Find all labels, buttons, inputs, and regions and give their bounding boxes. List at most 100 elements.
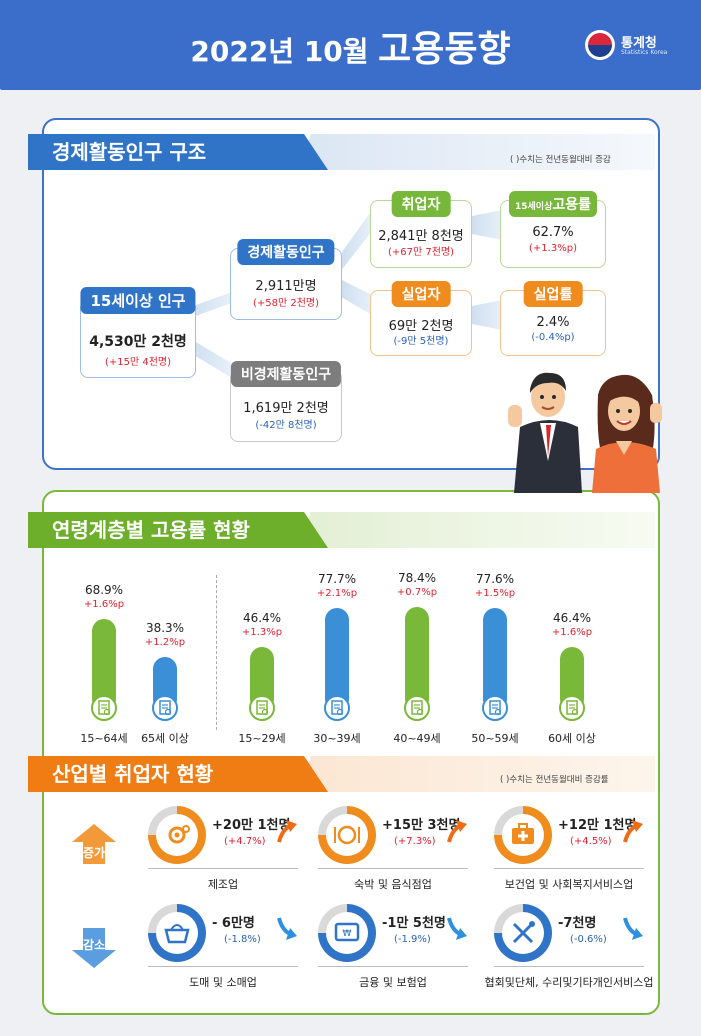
decrease-arrow: 감소 — [72, 928, 116, 968]
unemp-rate-change: (-0.4%p) — [531, 332, 575, 343]
logo-name: 통계청 — [621, 36, 657, 51]
document-icon — [152, 695, 178, 721]
industry-name: 도매 및 소매업 — [189, 976, 257, 989]
non-active-value: 1,619만 2천명 — [243, 401, 329, 416]
section1-note: ( )수치는 전년동월대비 증감 — [510, 155, 611, 165]
up-arrow-icon — [72, 824, 116, 864]
age-category-label: 50~59세 — [471, 732, 519, 745]
trend-down-icon — [276, 916, 298, 946]
bar-value-label: 46.4% — [242, 611, 282, 625]
industry-change: (+4.7%) — [224, 836, 266, 847]
age-category-label: 30~39세 — [313, 732, 361, 745]
atm-icon: ₩ — [334, 922, 360, 942]
industry-divider — [318, 868, 468, 869]
bar-change-label: +1.6%p — [83, 598, 125, 610]
emp-rate-label: 15세이상고용률 — [508, 191, 598, 217]
tools-icon — [512, 921, 535, 944]
emp-rate-label-main: 고용률 — [552, 197, 592, 213]
industry-value: -1만 5천명 — [382, 916, 446, 931]
unemployed-value: 69만 2천명 — [388, 319, 454, 334]
taegeuk-icon — [585, 30, 615, 60]
bar-change-label: +1.3%p — [241, 627, 283, 638]
industry-name: 제조업 — [207, 878, 239, 891]
industry-name: 협회및단체, 수리및기타개인서비스업 — [484, 976, 654, 989]
bar-value-label: 77.6% — [475, 572, 515, 586]
bar-change-label: +1.5%p — [474, 588, 516, 599]
trend-up-icon — [622, 818, 644, 848]
pop15-value: 4,530만 2천명 — [89, 334, 187, 350]
header-banner: 2022년 10월 고용동향 통계청 Statistics Korea — [0, 0, 701, 90]
unemp-rate-label: 실업률 — [523, 281, 583, 307]
industry-name: 보건업 및 사회복지서비스업 — [504, 878, 634, 891]
bar-change-label: +1.2%p — [144, 637, 186, 649]
document-icon — [91, 695, 117, 721]
industry-change: (+4.5%) — [570, 836, 612, 847]
unemployed-label: 실업자 — [391, 281, 451, 307]
employed-box: 취업자 2,841만 8천명 (+67만 7천명) — [370, 191, 472, 268]
bar-change-label: +2.1%p — [316, 587, 358, 599]
svg-text:₩: ₩ — [343, 929, 352, 939]
industry-divider — [148, 868, 298, 869]
industry-value: -7천명 — [558, 916, 597, 931]
employed-label: 취업자 — [391, 191, 451, 217]
non-active-box: 비경제활동인구 1,619만 2천명 (-42만 8천명) — [230, 361, 342, 442]
section3-note: ( )수치는 전년동월대비 증감률 — [500, 775, 609, 785]
industry-change: (+7.3%) — [394, 836, 436, 847]
section1-title: 경제활동인구 구조 — [28, 134, 328, 170]
employed-value: 2,841만 8천명 — [378, 229, 464, 244]
document-icon — [404, 695, 430, 721]
non-active-label: 비경제활동인구 — [230, 361, 342, 387]
bar-change-label: +0.7%p — [396, 587, 438, 598]
industry-divider — [318, 966, 468, 967]
down-arrow-icon — [72, 928, 116, 968]
industry-divider — [494, 868, 644, 869]
industry-divider — [494, 966, 644, 967]
unemp-rate-box: 실업률 2.4% (-0.4%p) — [500, 281, 606, 356]
title-date: 2022년 10월 — [190, 35, 369, 68]
document-icon — [482, 695, 508, 721]
industry-name: 숙박 및 음식점업 — [354, 878, 432, 891]
employed-change: (+67만 7천명) — [387, 247, 455, 258]
emp-rate-value: 62.7% — [532, 225, 574, 240]
trend-down-icon — [446, 916, 468, 946]
unemp-rate-value: 2.4% — [536, 315, 570, 330]
age-category-label: 60세 이상 — [548, 732, 596, 745]
decrease-label: 감소 — [82, 938, 106, 952]
econ-active-label: 경제활동인구 — [237, 239, 335, 265]
document-icon — [559, 695, 585, 721]
industry-divider — [148, 966, 298, 967]
business-people-illustration — [508, 372, 662, 493]
bar-value-label: 38.3% — [145, 621, 185, 636]
gear-icon — [168, 825, 190, 844]
bar-value-label: 77.7% — [317, 571, 357, 586]
bar-value-label: 68.9% — [84, 582, 124, 597]
industry-value: +15만 3천명 — [382, 818, 461, 833]
basket-icon — [164, 924, 190, 944]
industry-ring — [148, 904, 206, 962]
pop15-label: 15세이상 인구 — [80, 287, 196, 314]
statistics-korea-logo: 통계청 Statistics Korea — [585, 30, 685, 64]
industry-change: (-1.9%) — [394, 934, 431, 945]
econ-active-box: 경제활동인구 2,911만명 (+58만 2천명) — [230, 239, 342, 320]
bar-value-label: 78.4% — [397, 571, 437, 585]
industry-value: - 6만명 — [212, 916, 255, 931]
section2-title: 연령계층별 고용률 현황 — [28, 512, 328, 548]
age-category-label: 40~49세 — [393, 732, 441, 745]
bar-3 — [325, 607, 349, 711]
industry-value: +20만 1천명 — [212, 818, 291, 833]
emp-rate-change: (+1.3%p) — [529, 243, 577, 254]
connector — [472, 210, 502, 240]
econ-active-value: 2,911만명 — [255, 279, 317, 294]
non-active-change: (-42만 8천명) — [255, 420, 317, 431]
increase-label: 증가 — [82, 846, 106, 860]
section2-band — [300, 512, 655, 548]
document-icon — [249, 695, 275, 721]
industry-ring — [318, 806, 376, 864]
unemployed-box: 실업자 69만 2천명 (-9만 5천명) — [370, 281, 472, 356]
industry-change: (-0.6%) — [570, 934, 607, 945]
section3-title: 산업별 취업자 현황 — [28, 756, 328, 792]
unemployed-change: (-9만 5천명) — [393, 336, 449, 347]
econ-active-change: (+58만 2천명) — [252, 298, 320, 309]
page-title: 2022년 10월 고용동향 — [0, 20, 701, 72]
